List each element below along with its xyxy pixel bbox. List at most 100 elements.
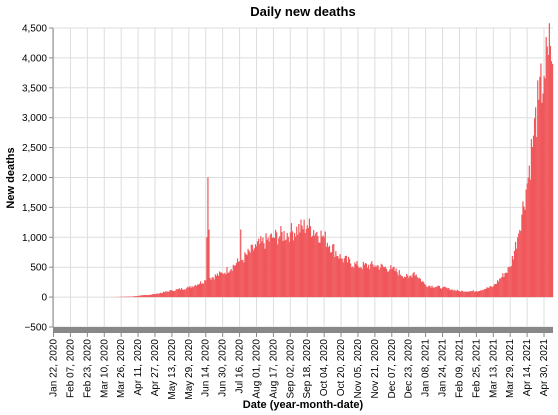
y-tick-label: 2,500 [22, 143, 47, 154]
bar [292, 240, 295, 298]
bar [537, 80, 539, 298]
x-tick-label: Feb 09, 2021 [454, 339, 465, 398]
x-tick-label: May 29, 2020 [184, 339, 195, 400]
bar [492, 286, 494, 298]
bar [270, 233, 272, 298]
bar [504, 273, 506, 298]
bar [191, 286, 193, 298]
bar [193, 286, 195, 298]
bar [208, 229, 210, 298]
bar [234, 265, 237, 298]
x-tick-label: Feb 25, 2021 [471, 339, 482, 398]
bar [174, 290, 176, 298]
bar [551, 63, 554, 298]
bar [329, 252, 332, 298]
x-axis-title: Date (year-month-date) [243, 399, 364, 411]
bar [204, 280, 206, 298]
bar [134, 296, 136, 298]
bar [387, 271, 389, 298]
bar [544, 78, 546, 298]
bar [449, 290, 451, 298]
bar [266, 239, 268, 298]
bar [491, 287, 493, 298]
bar [437, 285, 439, 298]
bar [178, 288, 180, 298]
bar [432, 287, 434, 298]
bar [130, 296, 132, 298]
bar [510, 265, 512, 298]
bar [451, 289, 453, 298]
bar [505, 272, 507, 298]
chart-title: Daily new deaths [250, 4, 355, 19]
bar [324, 231, 326, 298]
bar [261, 241, 263, 298]
bar [532, 135, 535, 298]
bar [359, 267, 361, 298]
bar [211, 277, 213, 298]
bar [269, 234, 271, 298]
bar [263, 243, 265, 298]
bar [245, 254, 247, 298]
bar [368, 264, 370, 298]
bar [214, 274, 216, 298]
y-tick-label: 1,000 [22, 233, 47, 244]
bar [149, 294, 151, 298]
bar [217, 275, 220, 298]
bar [450, 289, 452, 298]
bar [490, 286, 492, 298]
bar [314, 235, 316, 298]
x-tick-label: Jun 14, 2020 [201, 339, 212, 397]
bar [355, 264, 357, 298]
bar [154, 294, 156, 298]
bar [399, 274, 401, 298]
y-tick-label: 0 [41, 293, 47, 304]
bar [148, 294, 150, 298]
x-tick-label: Dec 07, 2020 [387, 339, 398, 399]
bar [265, 233, 267, 298]
bar [479, 290, 481, 298]
bar [157, 293, 159, 298]
bar [239, 261, 241, 298]
bar [309, 226, 312, 298]
bar [526, 183, 528, 298]
bar [209, 277, 211, 298]
bar [388, 271, 390, 298]
bar [395, 268, 397, 298]
bar [147, 295, 149, 298]
bar [171, 290, 173, 298]
x-tick-label: Apr 30, 2021 [539, 339, 550, 397]
bar [474, 291, 476, 298]
bar [424, 283, 426, 298]
bar [420, 281, 423, 298]
bar [247, 248, 249, 298]
x-tick-label: Oct 04, 2020 [319, 339, 330, 397]
bar [409, 276, 411, 298]
bar [232, 264, 234, 298]
bar [180, 288, 183, 298]
bar [456, 289, 459, 298]
bar [407, 275, 409, 298]
bar [334, 256, 336, 298]
bar [397, 275, 399, 298]
bar [545, 37, 547, 298]
bar [528, 165, 530, 298]
bar [509, 267, 511, 298]
bar [488, 287, 490, 298]
bar [304, 233, 306, 298]
x-tick-label: Jul 16, 2020 [235, 339, 246, 394]
bar [345, 255, 348, 298]
bar [471, 291, 473, 298]
bar [283, 230, 285, 298]
bar [135, 296, 137, 298]
x-tick-label: Jan 08, 2021 [421, 339, 432, 397]
x-tick-label: Mar 13, 2021 [488, 339, 499, 398]
bar [200, 283, 203, 298]
bar [476, 291, 479, 298]
bar [530, 139, 533, 298]
bar [133, 296, 135, 298]
bar [380, 263, 382, 298]
x-tick-label: Jan 24, 2021 [438, 339, 449, 397]
bar [346, 262, 349, 298]
bar [455, 290, 457, 298]
bar [142, 295, 145, 298]
